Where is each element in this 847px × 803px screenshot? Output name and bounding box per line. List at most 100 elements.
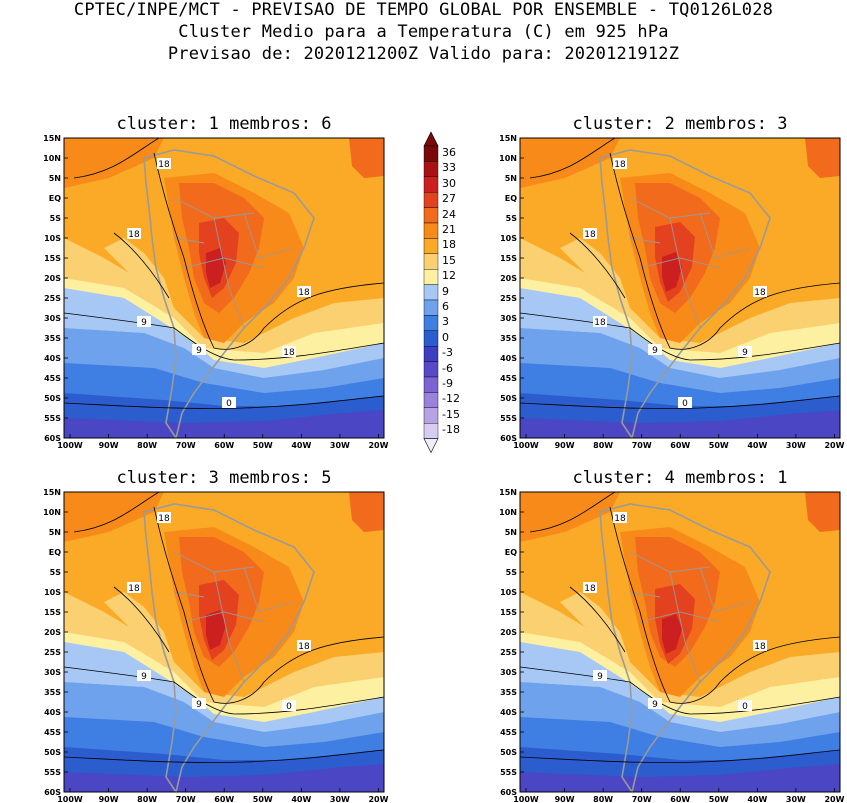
contour-line bbox=[529, 492, 616, 533]
colorbar-tick-label: 30 bbox=[442, 176, 456, 190]
colorbar-tick-label: -15 bbox=[442, 407, 460, 421]
lon-tick-label: 70W bbox=[632, 441, 652, 450]
lon-tick-label: 70W bbox=[176, 441, 196, 450]
country-border bbox=[669, 217, 701, 329]
contour-label: 18 bbox=[283, 348, 295, 358]
lat-tick-label: 5N bbox=[49, 174, 61, 183]
colorbar-tick-label: -3 bbox=[442, 346, 453, 360]
contour-label: 0 bbox=[286, 702, 292, 712]
contour-line bbox=[609, 152, 840, 350]
lat-tick-label: 35S bbox=[44, 688, 61, 697]
temperature-band-24-27-atlantic bbox=[349, 138, 384, 178]
lat-tick-label: 15S bbox=[44, 254, 61, 263]
contour-label-bg bbox=[137, 316, 151, 327]
lat-tick-label: EQ bbox=[49, 548, 61, 557]
lat-tick-label: 10N bbox=[43, 508, 61, 517]
lat-tick-label: 45S bbox=[44, 728, 61, 737]
colorbar-swatch bbox=[423, 176, 439, 193]
lat-tick-label: 10N bbox=[499, 508, 517, 517]
colorbar-swatch bbox=[423, 315, 439, 331]
lat-tick-label: 10N bbox=[43, 154, 61, 163]
lat-tick-label: 20S bbox=[44, 274, 61, 283]
lat-tick-label: 15S bbox=[500, 254, 517, 263]
contour-label: 0 bbox=[742, 702, 748, 712]
contour-label-bg bbox=[583, 228, 597, 239]
country-border bbox=[699, 212, 751, 259]
contour-line bbox=[73, 138, 160, 179]
contour-label: 18 bbox=[594, 318, 606, 328]
lat-tick-label: 5N bbox=[505, 174, 517, 183]
colorbar-tick-label: 0 bbox=[442, 330, 449, 344]
lon-tick-label: 60W bbox=[670, 441, 690, 450]
contour-label: 18 bbox=[614, 160, 626, 170]
lat-tick-label: 5N bbox=[49, 528, 61, 537]
lat-tick-label: 50S bbox=[500, 748, 517, 757]
contour-line bbox=[529, 138, 616, 179]
panel-title-4: cluster: 4 membros: 1 bbox=[572, 468, 788, 488]
contour-line bbox=[64, 666, 384, 715]
lat-tick-label: 45S bbox=[500, 374, 517, 383]
lat-tick-label: 40S bbox=[44, 354, 61, 363]
country-border bbox=[639, 611, 721, 623]
colorbar-tick-label: 9 bbox=[442, 284, 449, 298]
colorbar-tick-label: 21 bbox=[442, 223, 456, 236]
colorbar-swatch bbox=[423, 192, 439, 208]
colorbar-swatch bbox=[423, 330, 439, 347]
contour-label: 9 bbox=[652, 346, 658, 356]
colorbar-tick-label: 24 bbox=[442, 207, 456, 221]
lat-tick-label: 15N bbox=[43, 134, 61, 143]
temperature-band-30-33 bbox=[662, 614, 682, 654]
contour-label-bg bbox=[192, 344, 206, 355]
contour-line bbox=[520, 749, 840, 763]
colorbar-arrow-top bbox=[423, 131, 439, 147]
lat-tick-label: 5S bbox=[50, 568, 62, 577]
contour-label: 9 bbox=[652, 700, 658, 710]
contour-label-bg bbox=[282, 700, 296, 711]
contour-line bbox=[64, 749, 384, 763]
lat-tick-label: 15N bbox=[499, 488, 517, 497]
lat-tick-label: 45S bbox=[44, 374, 61, 383]
lat-tick-label: 55S bbox=[44, 414, 61, 423]
colorbar-swatch bbox=[423, 238, 439, 255]
colorbar-arrow-bottom bbox=[423, 438, 439, 454]
temperature-band-30-33 bbox=[662, 252, 682, 292]
lon-tick-label: 90W bbox=[555, 441, 575, 450]
contour-label: 18 bbox=[158, 160, 170, 170]
colorbar-tick-label: -9 bbox=[442, 377, 453, 390]
temperature-band-30-33 bbox=[206, 248, 226, 288]
contour-label-bg bbox=[127, 582, 141, 593]
contour-label: 0 bbox=[682, 399, 688, 409]
contour-line bbox=[609, 506, 840, 704]
lat-tick-label: 10S bbox=[500, 234, 517, 243]
contour-label-bg bbox=[593, 316, 607, 327]
contour-label-bg bbox=[613, 512, 627, 523]
lon-tick-label: 80W bbox=[137, 795, 157, 803]
country-border bbox=[173, 237, 205, 244]
lon-tick-label: 100W bbox=[57, 441, 83, 450]
lat-tick-label: 10S bbox=[500, 588, 517, 597]
temperature-band-24-27-atlantic bbox=[805, 138, 840, 178]
lat-tick-label: 35S bbox=[500, 334, 517, 343]
temperature-band-15-18-pacific bbox=[104, 592, 174, 667]
contour-label: 9 bbox=[141, 318, 147, 328]
lat-tick-label: 40S bbox=[500, 354, 517, 363]
lat-tick-label: 10N bbox=[499, 154, 517, 163]
temperature-band-below-0 bbox=[520, 410, 840, 438]
lon-tick-label: 80W bbox=[137, 441, 157, 450]
lon-tick-label: 50W bbox=[709, 441, 729, 450]
lon-tick-label: 40W bbox=[747, 441, 767, 450]
main-title-line-2: Cluster Medio para a Temperatura (C) em … bbox=[178, 22, 669, 42]
map-panel-1: 18 18 18 9 9 18 0 15N 10N 5N EQ 5S 10S 15S 20S 25S 30S 35… bbox=[43, 134, 388, 450]
lat-tick-label: 5S bbox=[506, 568, 518, 577]
contour-label: 0 bbox=[226, 399, 232, 409]
map-panel-4: 18 18 18 9 9 0 15N 10N 5N EQ 5S 10S 15S 20S 25S 30S 35S 4… bbox=[499, 488, 844, 803]
country-border bbox=[669, 571, 701, 683]
panel-title-2: cluster: 2 membros: 3 bbox=[572, 114, 788, 134]
lat-tick-label: 55S bbox=[500, 414, 517, 423]
lat-tick-label: 10S bbox=[44, 234, 61, 243]
contour-label-bg bbox=[297, 640, 311, 651]
contour-label: 18 bbox=[298, 288, 310, 298]
main-title-line-1: CPTEC/INPE/MCT - PREVISAO DE TEMPO GLOBA… bbox=[73, 0, 774, 20]
lat-tick-label: 55S bbox=[44, 768, 61, 777]
contour-line bbox=[569, 586, 626, 653]
